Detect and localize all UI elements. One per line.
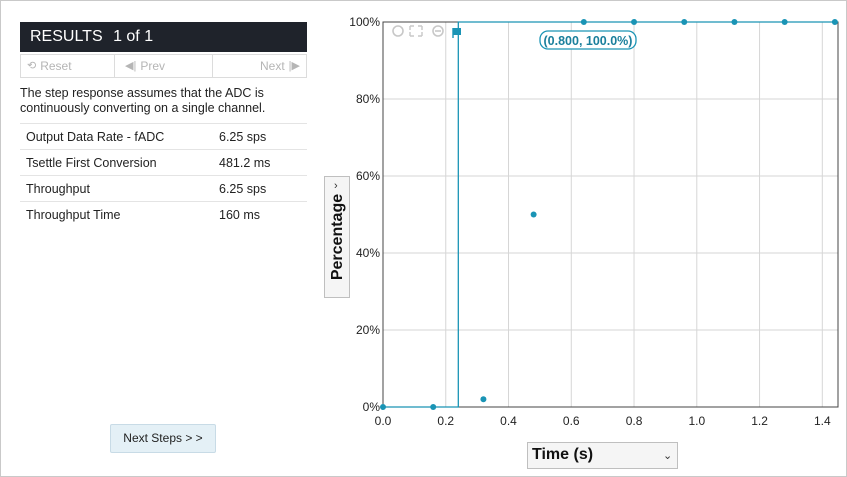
- x-axis-selector[interactable]: [527, 442, 678, 469]
- results-table: Output Data Rate - fADC 6.25 sps Tsettle…: [20, 123, 307, 228]
- x-tick-label: 0.2: [437, 414, 454, 428]
- table-row: Tsettle First Conversion 481.2 ms: [20, 149, 307, 176]
- y-axis-selector[interactable]: [324, 176, 350, 298]
- table-row: Throughput Time 160 ms: [20, 201, 307, 228]
- reset-label: Reset: [40, 59, 72, 73]
- plot-border: [382, 21, 839, 408]
- x-tick-labels: 0.0 0.2 0.4 0.6 0.8 1.0 1.2 1.4: [375, 414, 831, 428]
- y-tick-labels: 0% 20% 40% 60% 80% 100%: [349, 15, 380, 414]
- data-point[interactable]: [681, 19, 688, 25]
- chart-grid: [383, 22, 838, 407]
- annotation-text: (0.800, 100.0%): [544, 34, 633, 48]
- flag-icon: [453, 28, 461, 35]
- flag-marker: [452, 28, 461, 38]
- prev-label: Prev: [140, 59, 166, 73]
- x-axis-label: Time (s): [532, 446, 594, 463]
- y-tick-label: 20%: [356, 323, 380, 337]
- data-point[interactable]: [731, 19, 738, 25]
- fullscreen-icon[interactable]: [409, 25, 423, 37]
- row-label: Throughput Time: [20, 201, 219, 228]
- chevron-down-icon: ⌄: [663, 450, 673, 462]
- x-tick-label: 1.2: [751, 414, 768, 428]
- data-point[interactable]: [480, 396, 487, 403]
- data-point[interactable]: [831, 19, 838, 25]
- row-value: 6.25 sps: [219, 123, 307, 150]
- row-value: 160 ms: [219, 201, 307, 228]
- annotation-label: (0.800, 100.0%): [539, 30, 637, 50]
- data-point[interactable]: [580, 19, 587, 25]
- data-point[interactable]: [781, 19, 788, 25]
- y-tick-label: 40%: [356, 246, 380, 260]
- y-tick-label: 60%: [356, 169, 380, 183]
- chart-toolbar: [392, 25, 444, 37]
- row-label: Throughput: [20, 175, 219, 202]
- row-value: 481.2 ms: [219, 149, 307, 176]
- row-label: Output Data Rate - fADC: [20, 123, 219, 150]
- y-tick-label: 100%: [349, 15, 380, 29]
- x-tick-label: 1.0: [688, 414, 705, 428]
- data-point[interactable]: [530, 211, 537, 218]
- data-points: [380, 19, 838, 410]
- zoom-icon[interactable]: [392, 25, 404, 37]
- results-header: RESULTS 1 of 1: [20, 22, 307, 52]
- x-tick-label: 0.0: [375, 414, 392, 428]
- table-row: Output Data Rate - fADC 6.25 sps: [20, 123, 307, 150]
- y-axis-label: Percentage: [329, 193, 346, 281]
- data-point[interactable]: [631, 19, 638, 25]
- row-label: Tsettle First Conversion: [20, 149, 219, 176]
- next-button[interactable]: Next |▶: [212, 55, 306, 77]
- x-tick-label: 1.4: [814, 414, 831, 428]
- next-label: Next: [259, 59, 285, 73]
- next-icon: |▶: [288, 60, 300, 72]
- y-tick-label: 0%: [363, 400, 381, 414]
- data-point[interactable]: [380, 404, 386, 410]
- data-point[interactable]: [430, 404, 437, 410]
- prev-icon: ◀|: [125, 60, 137, 72]
- y-tick-label: 80%: [356, 92, 380, 106]
- prev-button[interactable]: ◀| Prev: [114, 55, 212, 77]
- x-tick-label: 0.6: [563, 414, 580, 428]
- x-tick-label: 0.4: [500, 414, 517, 428]
- results-page-indicator: 1 of 1: [113, 28, 154, 45]
- row-value: 6.25 sps: [219, 175, 307, 202]
- step-input-line: [383, 21, 838, 408]
- reset-button[interactable]: ⟲ Reset: [21, 55, 114, 77]
- chevron-right-icon: ›: [334, 180, 338, 192]
- annotation-box: [539, 30, 637, 50]
- results-title: RESULTS: [30, 28, 103, 45]
- results-nav-bar: ⟲ Reset ◀| Prev Next |▶: [20, 54, 307, 78]
- step-response-note: The step response assumes that the ADC i…: [20, 86, 266, 115]
- table-row: Throughput 6.25 sps: [20, 175, 307, 202]
- reset-icon: ⟲: [27, 60, 37, 72]
- x-tick-label: 0.8: [626, 414, 643, 428]
- next-steps-button[interactable]: Next Steps > >: [110, 424, 216, 453]
- reset-zoom-icon[interactable]: [432, 25, 444, 37]
